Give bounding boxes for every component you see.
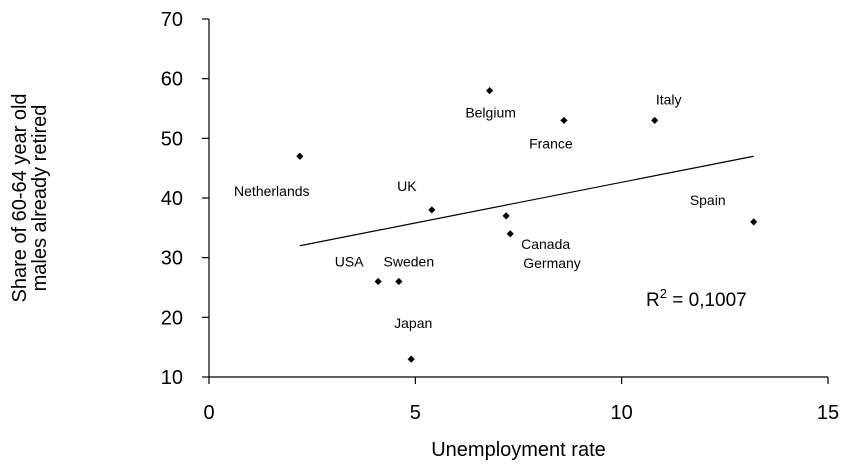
y-axis-title-line: Share of 60-64 year old bbox=[9, 93, 31, 302]
data-point bbox=[560, 116, 568, 125]
data-point bbox=[296, 152, 304, 160]
data-point bbox=[502, 212, 510, 220]
point-label: Belgium bbox=[465, 105, 516, 121]
data-point bbox=[428, 206, 436, 214]
axes bbox=[202, 18, 829, 384]
y-tick-label: 60 bbox=[161, 69, 183, 91]
point-label: Netherlands bbox=[234, 183, 310, 199]
r-squared-superscript: 2 bbox=[660, 286, 667, 301]
point-label: Italy bbox=[656, 91, 682, 107]
y-axis-title-line: males already retired bbox=[29, 105, 51, 292]
x-tick-label: 15 bbox=[817, 402, 839, 424]
data-point bbox=[407, 355, 415, 363]
data-point bbox=[374, 277, 382, 286]
data-point bbox=[506, 230, 514, 238]
point-label: USA bbox=[335, 254, 364, 270]
x-tick-label: 10 bbox=[611, 402, 633, 424]
data-points bbox=[296, 87, 758, 363]
y-tick-label: 10 bbox=[161, 367, 183, 389]
point-labels: Netherlands UK USA Sweden Japan Belgium France… bbox=[234, 91, 726, 331]
y-tick-label: 50 bbox=[161, 128, 183, 150]
point-label: Germany bbox=[523, 255, 581, 271]
x-axis-title: Unemployment rate bbox=[431, 439, 606, 461]
r-squared-annotation: R2 = 0,1007 bbox=[646, 286, 747, 311]
tick-labels: 10 20 30 40 50 60 70 0 5 10 15 bbox=[161, 9, 839, 424]
x-tick-label: 0 bbox=[203, 402, 214, 424]
r-squared-base: R bbox=[646, 290, 660, 311]
data-point bbox=[486, 87, 494, 95]
data-point bbox=[651, 116, 659, 125]
point-label: Japan bbox=[394, 315, 432, 331]
y-tick-label: 40 bbox=[161, 188, 183, 210]
y-tick-label: 70 bbox=[161, 9, 183, 31]
y-tick-label: 30 bbox=[161, 248, 183, 270]
x-tick-label: 5 bbox=[410, 402, 421, 424]
r-squared-value: = 0,1007 bbox=[667, 290, 747, 311]
y-tick-label: 20 bbox=[161, 307, 183, 329]
data-point bbox=[395, 277, 403, 286]
point-label: Sweden bbox=[384, 254, 435, 270]
point-label: France bbox=[529, 135, 573, 151]
data-point bbox=[750, 218, 758, 226]
point-label: Canada bbox=[521, 236, 570, 252]
point-label: UK bbox=[397, 178, 417, 194]
trendline bbox=[299, 155, 754, 247]
point-label: Spain bbox=[690, 192, 726, 208]
